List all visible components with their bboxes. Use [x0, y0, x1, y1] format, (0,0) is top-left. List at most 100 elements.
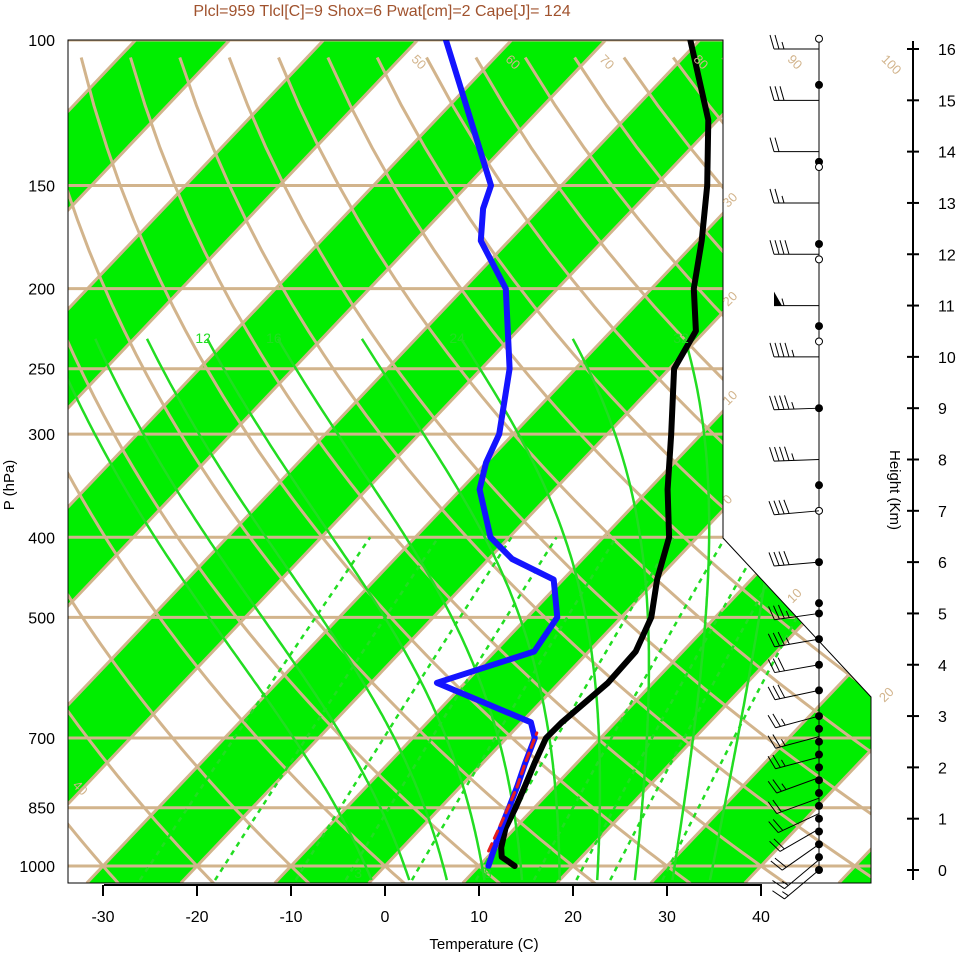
wind-barb-flag: [783, 499, 790, 514]
wind-barb: [768, 499, 820, 516]
wind-barb: [767, 797, 820, 815]
isotherm-line: [68, 40, 531, 883]
wind-barb-flag: [767, 659, 776, 673]
dry-adiabat: [277, 56, 871, 883]
wind-barb: [767, 754, 820, 770]
wind-barb-half: [781, 739, 786, 746]
wind-barb-flag: [774, 342, 780, 358]
wind-barb-flag: [777, 604, 785, 619]
wind-barb: [769, 137, 819, 153]
pressure-tick-label: 250: [28, 362, 55, 379]
dry-adiabat: [326, 56, 871, 883]
sounding-dot: [815, 853, 823, 862]
dry-adiabat: [68, 57, 597, 883]
wind-barb-flag: [774, 395, 780, 410]
moist-adiabat-label: 12: [195, 330, 211, 346]
isotherm-label: 90: [785, 52, 806, 73]
wind-barb-flag: [768, 552, 775, 567]
height-tick-label: 14: [938, 145, 956, 162]
dry-adiabat: [68, 57, 406, 883]
height-tick-label: 2: [938, 760, 947, 777]
temperature-profile: [498, 40, 712, 869]
wind-barb-half: [781, 195, 785, 204]
wind-barb-flag: [772, 713, 781, 727]
wind-barb-half: [781, 298, 785, 306]
wind-barb-staff: [776, 777, 820, 794]
wind-barb-flag: [777, 657, 785, 672]
dry-adiabat: [425, 56, 871, 883]
height-axis-title: Height (Km): [886, 450, 903, 530]
wind-barb: [769, 342, 819, 358]
wind-barb-flag: [768, 606, 775, 620]
dry-adiabat: [375, 56, 871, 883]
x-tick-label: -10: [279, 909, 302, 926]
wind-barb-flag: [772, 754, 781, 768]
wind-barb-flag: [784, 446, 790, 461]
sounding-dot: [815, 599, 823, 608]
moist-adiabat: [145, 338, 449, 881]
sounding-dot: [815, 322, 823, 331]
sounding-dot: [815, 239, 823, 248]
pressure-tick-label: 200: [28, 282, 55, 299]
moist-adiabat: [94, 338, 411, 881]
sounding-dot: [815, 481, 823, 490]
wind-barb-staff: [774, 459, 820, 462]
wind-barb-half: [782, 891, 789, 897]
mixing-ratio-label: 3: [354, 865, 362, 881]
chart-header: Plcl=959 Tlcl[C]=9 Shox=6 Pwat[cm]=2 Cap…: [193, 3, 570, 20]
height-tick-label: 0: [938, 863, 947, 880]
wind-barb-flag: [770, 860, 783, 871]
y-axis-title: P (hPa): [1, 460, 18, 511]
moist-adiabat-label: 32: [673, 330, 689, 346]
height-tick-label: 4: [938, 658, 947, 675]
wind-barb-half: [785, 610, 790, 618]
wind-barb-flag: [779, 446, 785, 461]
sounding-dot: [815, 827, 823, 836]
wind-barb-flag: [772, 880, 785, 890]
wind-barb-flag: [774, 857, 787, 868]
height-tick-label: 6: [938, 555, 947, 572]
wind-barb: [767, 734, 820, 749]
height-tick-label: 3: [938, 709, 947, 726]
isotherm-band: [68, 40, 436, 883]
pressure-tick-label: 400: [28, 530, 55, 547]
wind-barb-flag: [767, 735, 776, 749]
mixing-ratio-line: [294, 536, 513, 881]
isotherm-band: [68, 40, 812, 883]
wind-barb-staff: [774, 689, 820, 701]
wind-barb-staff: [776, 797, 820, 815]
mixing-ratio-line: [344, 536, 558, 881]
wind-barb-flag: [767, 780, 778, 794]
wind-barb-flag: [769, 86, 775, 101]
wind-barb-flag: [784, 395, 790, 410]
wind-barb-staff: [774, 407, 820, 411]
sounding-dot: [815, 789, 823, 798]
wind-barb-half: [791, 401, 795, 410]
wind-barb-flag: [769, 137, 775, 152]
wind-barb-flag: [772, 819, 784, 831]
wind-barb-flag: [772, 799, 782, 813]
pressure-tick-label: 150: [28, 178, 55, 195]
isotherm-label: 70: [597, 52, 618, 73]
wind-barb-staff: [774, 510, 820, 516]
mixing-ratio-line: [661, 536, 841, 881]
wind-barb-flag: [774, 86, 780, 101]
wind-barb-staff: [775, 756, 820, 770]
wind-barbs: [767, 34, 823, 900]
line-labels: 12 16 24 32 3 8: [195, 330, 689, 881]
wind-barb: [767, 713, 820, 729]
wind-barb-flag: [774, 446, 780, 462]
sounding-dot: [815, 750, 823, 759]
isotherm-line: [273, 40, 871, 883]
isotherm-label: 20: [876, 684, 897, 705]
x-tick-label: 10: [470, 909, 488, 926]
wind-barb: [767, 631, 820, 648]
wind-barb-flag: [783, 550, 790, 565]
wind-barb-staff: [781, 843, 820, 871]
wind-barb-flag: [773, 605, 780, 620]
wind-barb-flag: [767, 801, 778, 814]
height-tick-label: 13: [938, 196, 956, 213]
wind-barb-flag: [774, 188, 780, 204]
moist-adiabat-label: 16: [266, 330, 282, 346]
wind-barb-flag: [779, 342, 785, 358]
